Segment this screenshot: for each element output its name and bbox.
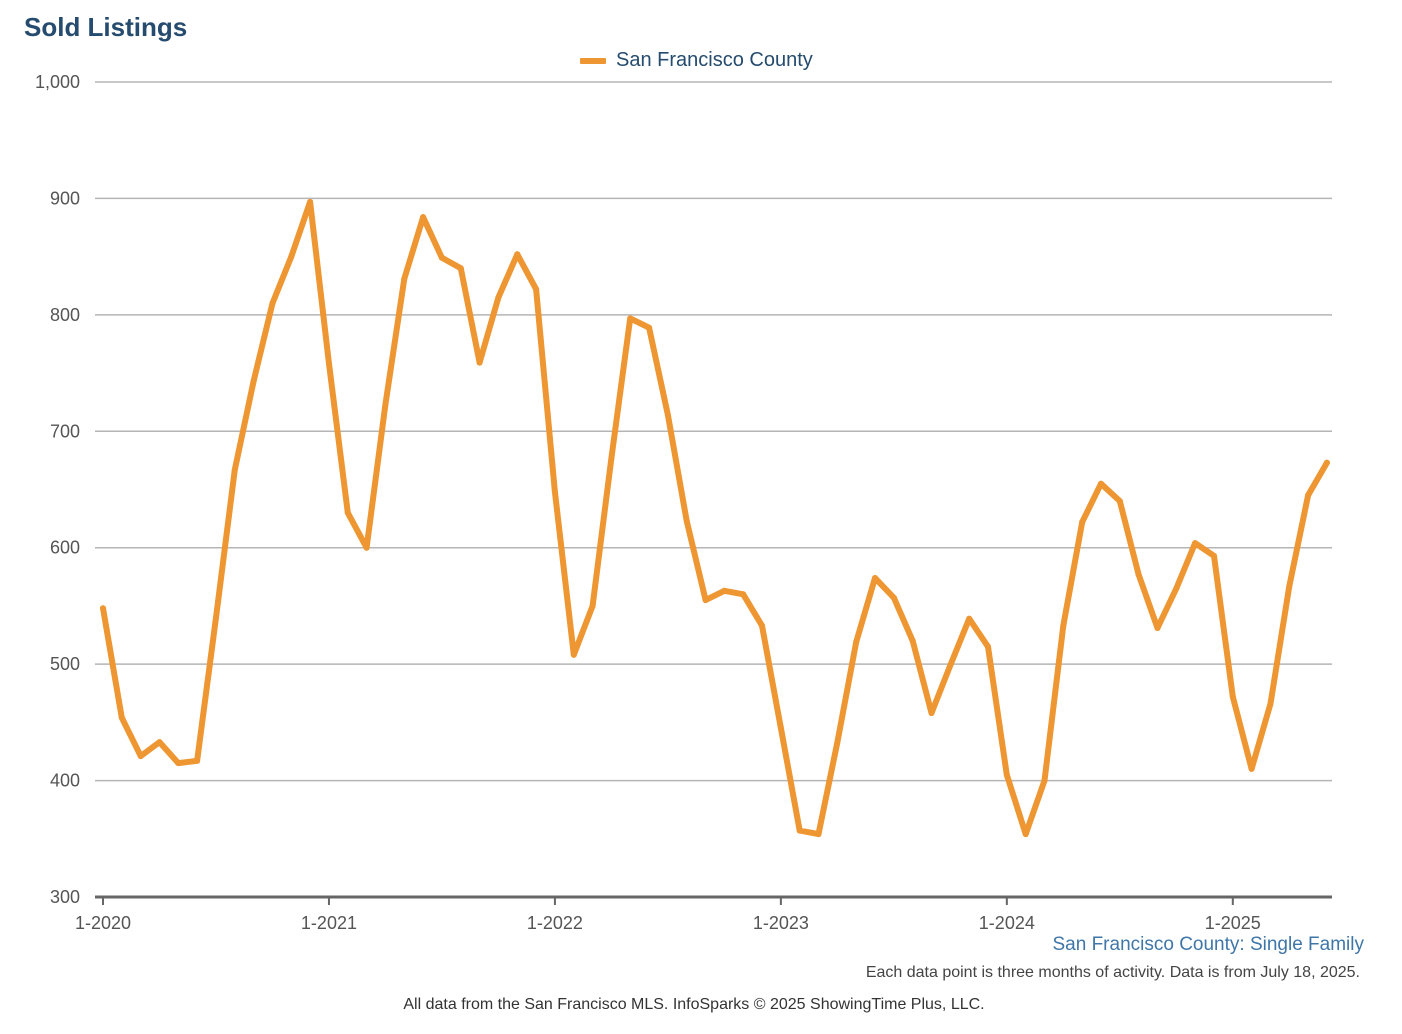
data-point [759,622,765,629]
x-tick-label: 1-2023 [753,913,809,933]
data-point [1116,498,1123,505]
data-point [966,615,973,622]
data-point [890,594,897,601]
data-point [551,488,558,495]
chart-subtitle: San Francisco County: Single Family [1052,934,1364,955]
data-point [608,455,615,462]
data-point [928,710,935,716]
data-point [1267,700,1274,707]
data-point [1229,693,1236,700]
data-point [1003,771,1010,778]
data-point [834,739,841,746]
y-tick-label: 1,000 [35,72,80,92]
data-point [213,614,219,621]
data-point [947,662,954,669]
data-point [1079,519,1086,526]
data-point [589,602,596,609]
series-line [100,198,1330,838]
data-point [853,639,860,645]
data-point [326,360,332,367]
data-point [533,286,540,293]
data-point [1323,459,1330,466]
data-point [721,587,728,594]
data-point [382,401,389,408]
data-point [1098,480,1104,487]
data-point [495,294,502,301]
data-point [1135,571,1142,578]
data-point [1041,777,1048,784]
legend-label: San Francisco County [616,49,813,71]
data-point [514,251,521,258]
y-tick-label: 800 [50,305,80,325]
x-tick-label: 1-2022 [527,913,583,933]
data-point [250,378,257,385]
data-point [420,214,427,221]
data-point [872,575,878,581]
data-point [344,509,351,516]
data-point [194,757,201,764]
data-point [288,253,295,260]
data-point [231,466,238,473]
data-point [1248,765,1255,772]
x-tick-label: 1-2024 [979,913,1035,933]
data-point [1154,625,1161,631]
data-point [438,254,445,261]
data-point [1211,552,1217,559]
data-point [269,300,276,307]
data-point [683,517,690,524]
data-point [401,275,408,282]
data-point [985,643,991,650]
y-tick-label: 400 [50,771,80,791]
data-point [137,753,144,760]
data-point [175,760,182,767]
data-point [909,637,916,644]
data-point [627,315,634,322]
data-point [702,597,709,604]
data-point [457,265,464,272]
data-point [118,714,125,721]
legend: San Francisco County [580,49,813,72]
y-tick-label: 600 [50,538,80,558]
data-point [1192,540,1199,547]
data-point [570,651,577,658]
y-tick-label: 300 [50,887,80,907]
data-point [664,412,671,418]
source-credit: All data from the San Francisco MLS. Inf… [403,996,985,1013]
data-point [1022,831,1029,838]
x-tick-label: 1-2020 [75,913,131,933]
data-point [100,605,106,612]
data-point [815,831,822,838]
data-point [777,725,784,732]
legend-swatch [580,57,606,64]
data-point [796,827,803,834]
data-point [1173,585,1180,592]
x-tick-label: 1-2021 [301,913,357,933]
chart-note: Each data point is three months of activ… [865,964,1360,981]
y-tick-label: 700 [50,421,80,441]
data-point [740,591,747,598]
y-tick-label: 900 [50,188,80,208]
chart-title: Sold Listings [24,12,188,42]
y-tick-label: 500 [50,654,80,674]
data-point [476,359,483,366]
data-point [1286,583,1293,590]
data-point [307,198,314,205]
data-point [156,739,163,746]
x-tick-label: 1-2025 [1205,913,1261,933]
data-point [646,324,653,331]
data-point [363,544,370,551]
data-point [1060,622,1067,629]
data-point [1305,492,1312,499]
